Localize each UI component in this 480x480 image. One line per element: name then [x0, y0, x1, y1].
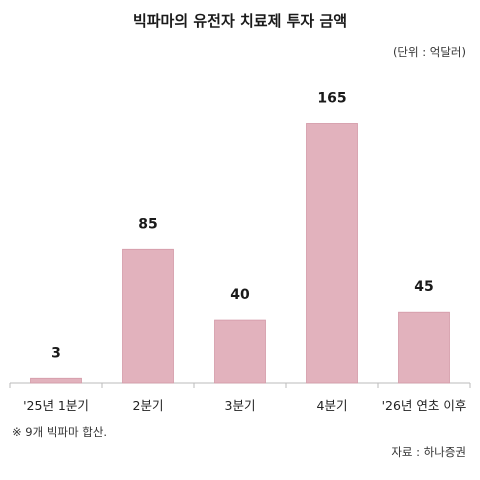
data-label: 40 [230, 287, 250, 303]
data-label: 3 [51, 345, 61, 361]
x-tick-label: 2분기 [133, 398, 164, 413]
unit-label: (단위 : 억달러) [392, 45, 466, 59]
data-label: 45 [414, 279, 433, 295]
bar [398, 311, 450, 384]
data-label: 85 [138, 216, 157, 232]
data-label: 165 [317, 90, 346, 106]
x-tick-label: 3분기 [225, 398, 256, 413]
bar [214, 319, 266, 384]
chart-title: 빅파마의 유전자 치료제 투자 금액 [132, 12, 348, 30]
bar [30, 377, 82, 384]
bar [122, 248, 174, 384]
x-tick-label: 4분기 [317, 398, 348, 413]
source-label: 자료 : 하나증권 [391, 445, 466, 459]
footnote: ※ 9개 빅파마 합산. [12, 425, 108, 439]
bar [306, 123, 358, 384]
x-tick-label: '25년 1분기 [23, 398, 89, 413]
x-tick-label: '26년 연초 이후 [382, 398, 467, 413]
